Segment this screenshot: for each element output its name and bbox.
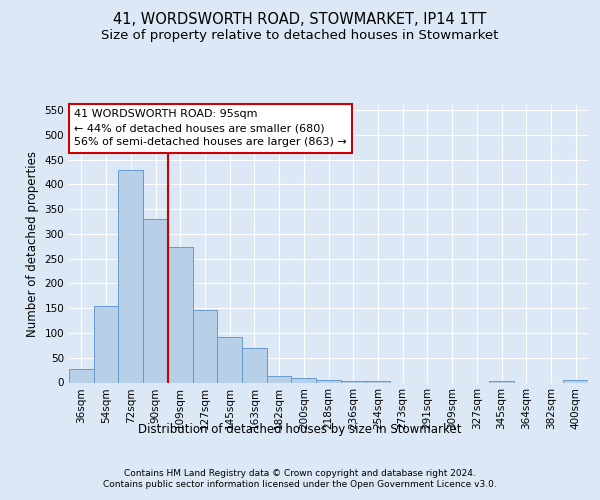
Text: Size of property relative to detached houses in Stowmarket: Size of property relative to detached ho… [101,29,499,42]
Text: Distribution of detached houses by size in Stowmarket: Distribution of detached houses by size … [138,422,462,436]
Text: 41, WORDSWORTH ROAD, STOWMARKET, IP14 1TT: 41, WORDSWORTH ROAD, STOWMARKET, IP14 1T… [113,12,487,28]
Bar [143,219,168,382]
Bar [341,380,365,382]
Bar [489,380,514,382]
Bar [292,378,316,382]
Bar [69,368,94,382]
Text: Contains public sector information licensed under the Open Government Licence v3: Contains public sector information licen… [103,480,497,489]
Bar [168,247,193,382]
Bar [193,310,217,382]
Bar [242,348,267,382]
Bar [316,380,341,382]
Bar [267,376,292,382]
Bar [563,380,588,382]
Bar [118,170,143,382]
Text: Contains HM Land Registry data © Crown copyright and database right 2024.: Contains HM Land Registry data © Crown c… [124,469,476,478]
Bar [365,380,390,382]
Bar [94,306,118,382]
Bar [217,337,242,382]
Y-axis label: Number of detached properties: Number of detached properties [26,151,39,337]
Text: 41 WORDSWORTH ROAD: 95sqm
← 44% of detached houses are smaller (680)
56% of semi: 41 WORDSWORTH ROAD: 95sqm ← 44% of detac… [74,109,347,147]
